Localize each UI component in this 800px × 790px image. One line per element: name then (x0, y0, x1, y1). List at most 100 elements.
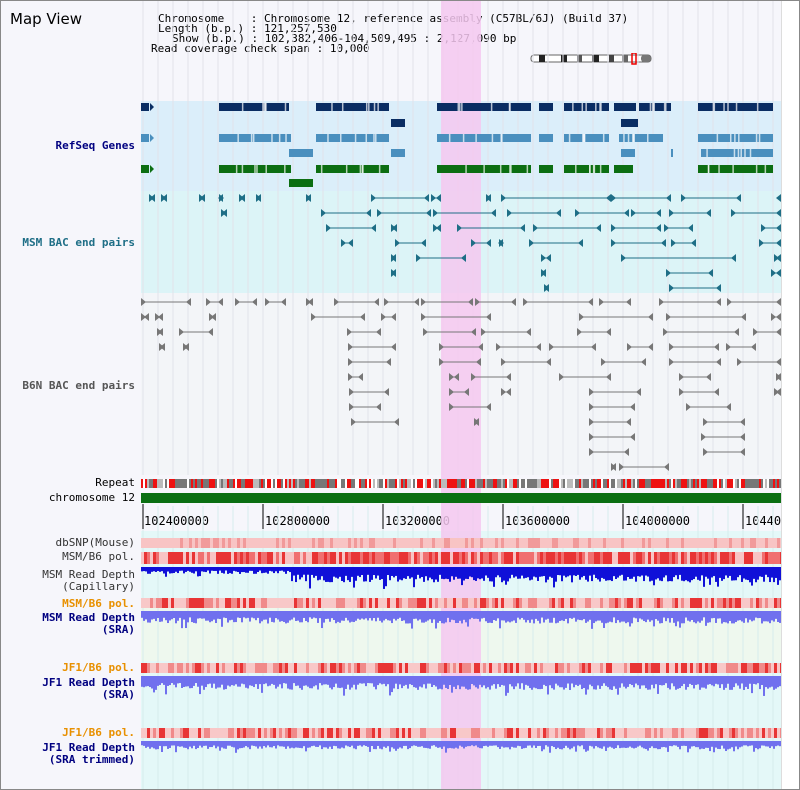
depth-bar (185, 676, 187, 687)
msm-bac-track[interactable] (149, 194, 781, 292)
b6n-bac-track[interactable] (141, 298, 781, 471)
track-label-chromosome[interactable]: chromosome 12 (48, 491, 135, 504)
exon-gap (285, 134, 287, 142)
depth-bar (765, 741, 767, 747)
repeat-element (145, 479, 147, 488)
depth-bar (219, 676, 221, 688)
exon-gap (448, 134, 451, 142)
depth-bar (213, 676, 215, 684)
depth-bar (243, 741, 245, 748)
gene-block (698, 165, 773, 173)
polymorphism-heat-tracks[interactable] (141, 538, 781, 738)
depth-bar (497, 611, 499, 619)
heat-cell (429, 728, 432, 738)
bac-end-marker (384, 388, 389, 396)
repeat-element (591, 479, 593, 488)
track-label-msm-pol-sra[interactable]: MSM/B6 pol. (62, 597, 135, 610)
depth-bar (489, 741, 491, 746)
depth-bar (207, 611, 209, 621)
track-label-repeat[interactable]: Repeat (95, 476, 135, 489)
depth-bar (779, 676, 781, 687)
heat-cell (189, 552, 192, 564)
depth-bar (269, 567, 271, 571)
track-label-jf1-depth[interactable]: JF1 Read Depth (SRA) (42, 676, 135, 701)
heat-cell (186, 538, 189, 548)
depth-bar (259, 676, 261, 685)
depth-bar (185, 741, 187, 748)
depth-bar (297, 676, 299, 686)
heat-cell (228, 552, 231, 564)
depth-bar (613, 611, 615, 618)
depth-bar (367, 676, 369, 684)
depth-bar (481, 741, 483, 749)
vertical-scrollbar[interactable] (781, 1, 799, 789)
selected-region-highlight[interactable] (441, 1, 481, 790)
depth-bar (235, 611, 237, 623)
depth-bar (719, 567, 721, 578)
heat-cell (762, 538, 765, 548)
repeat-element (185, 479, 187, 488)
bac-end-marker (150, 194, 155, 202)
refseq-gene-track[interactable] (141, 103, 773, 187)
repeat-track[interactable] (141, 479, 781, 488)
heat-cell (723, 552, 726, 564)
bac-end-marker (351, 418, 356, 426)
chromosome-ideogram[interactable] (529, 53, 655, 65)
depth-bar (553, 567, 555, 588)
heat-cell (483, 538, 486, 548)
track-label-msm-bac[interactable]: MSM BAC end pairs (22, 236, 135, 249)
depth-bar (759, 611, 761, 619)
track-label-msm-pol[interactable]: MSM/B6 pol. (62, 550, 135, 563)
track-label-jf1-depth-trimmed[interactable]: JF1 Read Depth (SRA trimmed) (42, 741, 135, 766)
depth-bar (611, 741, 613, 748)
repeat-element (667, 479, 669, 488)
heat-cell (276, 538, 279, 548)
depth-bar (155, 567, 157, 572)
chromosome-bar[interactable] (141, 493, 781, 503)
heat-cell (189, 598, 192, 608)
depth-bar (575, 676, 577, 685)
depth-bar (715, 611, 717, 623)
depth-bar (341, 567, 343, 581)
heat-cell (696, 598, 699, 608)
depth-bar (615, 741, 617, 748)
track-label-dbsnp[interactable]: dbSNP(Mouse) (55, 536, 135, 549)
track-label-msm-depth-capillary[interactable]: MSM Read Depth (Capillary) (42, 568, 135, 593)
heat-cell (438, 663, 441, 673)
repeat-element (575, 479, 577, 488)
depth-bar (561, 741, 563, 750)
repeat-element (169, 479, 171, 488)
heat-cell (546, 728, 549, 738)
exon-gap (373, 103, 376, 111)
heat-cell (240, 552, 243, 564)
read-depth-tracks[interactable] (141, 567, 781, 753)
depth-bar (725, 567, 727, 576)
track-label-refseq[interactable]: RefSeq Genes (55, 139, 135, 152)
track-label-msm-depth-sra[interactable]: MSM Read Depth (SRA) (42, 611, 135, 636)
depth-bar (147, 611, 149, 623)
heat-cell (456, 552, 459, 564)
track-label-b6n-bac[interactable]: B6N BAC end pairs (22, 379, 135, 392)
genome-track-canvas[interactable] (141, 1, 781, 790)
depth-bar (183, 567, 185, 574)
depth-bar (547, 741, 549, 747)
bac-end-marker (648, 343, 653, 351)
repeat-element (535, 479, 537, 488)
heat-cell (156, 538, 159, 548)
depth-bar (433, 676, 435, 686)
heat-cell (372, 663, 375, 673)
track-label-jf1-pol[interactable]: JF1/B6 pol. (62, 661, 135, 674)
heat-cell (564, 538, 567, 548)
track-label-jf1-pol-2[interactable]: JF1/B6 pol. (62, 726, 135, 739)
heat-cell (432, 663, 435, 673)
heat-cell (384, 538, 387, 548)
depth-bar (675, 567, 677, 576)
heat-cell (315, 598, 318, 608)
heat-cell (711, 538, 714, 548)
repeat-element (751, 479, 753, 488)
depth-bar (755, 676, 757, 685)
depth-bar (255, 676, 257, 685)
depth-bar (569, 741, 571, 750)
heat-cell (294, 663, 297, 673)
heat-cell (141, 552, 144, 564)
